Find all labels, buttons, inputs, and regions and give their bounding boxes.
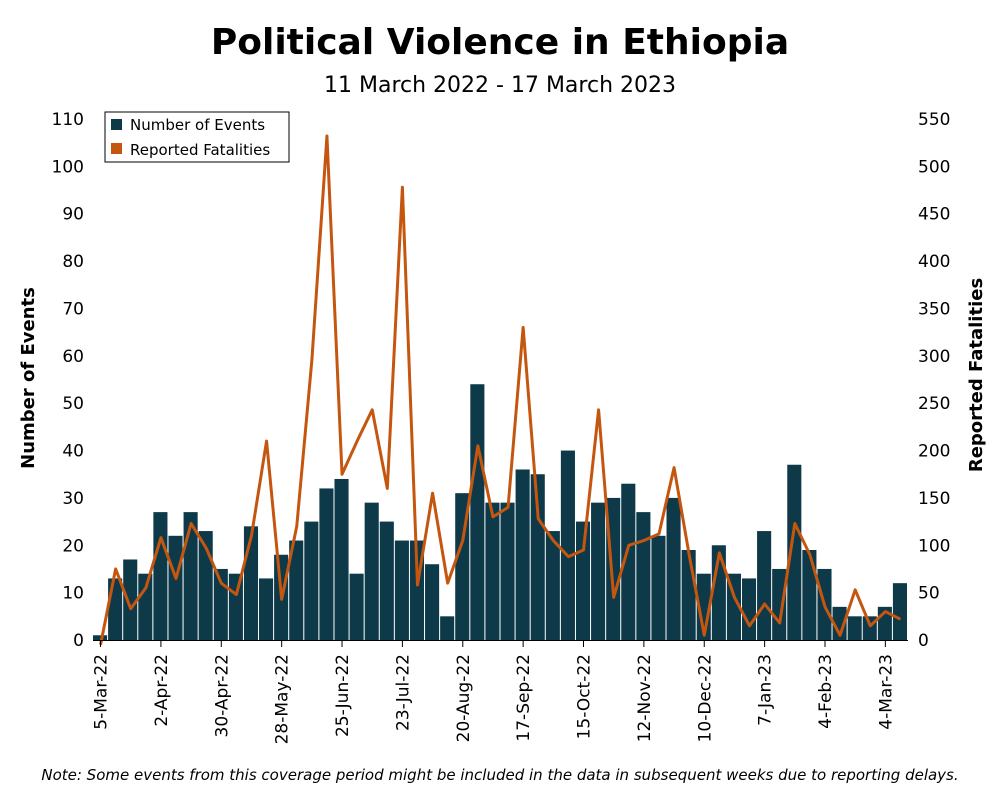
legend-swatch-fatalities: [111, 143, 122, 154]
y-axis-left: 0 10 20 30 40 50 60 70 80 90 100 110: [52, 110, 84, 651]
legend-swatch-events: [111, 119, 122, 130]
x-tick-label-0: 5-Mar-22: [92, 654, 112, 730]
bar-events-32: [575, 521, 591, 640]
x-axis: 5-Mar-22 2-Apr-22 30-Apr-22 28-May-22 25-Jun…: [92, 640, 908, 744]
x-tick-label-7: 17-Sep-22: [514, 654, 534, 742]
bar-events-38: [666, 497, 681, 640]
footnote: Note: Some events from this coverage per…: [41, 766, 959, 784]
bar-events-20: [394, 540, 409, 640]
bar-events-27: [500, 502, 515, 640]
bar-events-19: [379, 521, 394, 640]
y-right-tick-8: 400: [918, 252, 950, 272]
bar-events-31: [560, 450, 575, 640]
bar-events-49: [832, 606, 847, 640]
bar-events-35: [621, 483, 636, 640]
legend: Number of Events Reported Fatalities: [104, 111, 290, 163]
bar-events-29: [530, 474, 545, 640]
x-tick-label-9: 12-Nov-22: [635, 654, 655, 742]
x-tick-label-1: 2-Apr-22: [152, 654, 172, 727]
y-right-tick-9: 450: [918, 205, 950, 225]
y-left-tick-0: 0: [73, 631, 84, 651]
y-left-tick-7: 70: [62, 299, 84, 319]
x-tick-label-4: 25-Jun-22: [333, 654, 353, 737]
bar-events-43: [741, 578, 757, 640]
x-tick-label-8: 15-Oct-22: [575, 654, 595, 739]
bar-events-3: [138, 573, 153, 640]
y-axis-left-title: Number of Events: [18, 287, 39, 469]
y-axis-right-title: Reported Fatalities: [966, 278, 987, 472]
y-left-tick-10: 100: [52, 157, 84, 177]
y-right-tick-0: 0: [918, 631, 929, 651]
y-right-tick-11: 550: [918, 110, 950, 130]
bar-events-53: [892, 583, 907, 640]
y-right-tick-1: 50: [918, 584, 940, 604]
bar-events-42: [726, 573, 741, 640]
bar-events-25: [470, 384, 485, 640]
chart-subtitle: 11 March 2022 - 17 March 2023: [324, 73, 676, 98]
legend-label-events: Number of Events: [130, 116, 265, 134]
y-right-tick-5: 250: [918, 394, 950, 414]
bar-events-23: [440, 616, 455, 640]
y-right-tick-4: 200: [918, 442, 950, 462]
x-tick-label-11: 7-Jan-23: [756, 654, 776, 726]
legend-label-fatalities: Reported Fatalities: [130, 141, 270, 159]
bar-events-47: [802, 550, 817, 640]
y-left-tick-6: 60: [62, 347, 84, 367]
bar-events-0: [93, 635, 108, 640]
bar-events-45: [772, 568, 787, 640]
bar-events-14: [304, 521, 319, 640]
y-left-tick-9: 90: [62, 205, 84, 225]
y-left-tick-8: 80: [62, 252, 84, 272]
y-right-tick-6: 300: [918, 347, 950, 367]
x-tick-label-3: 28-May-22: [273, 654, 293, 744]
bar-events-50: [847, 616, 862, 640]
bar-events-33: [591, 502, 606, 640]
y-left-tick-1: 10: [62, 584, 84, 604]
bar-events-11: [259, 578, 274, 640]
bar-events-17: [349, 573, 364, 640]
y-left-tick-3: 30: [62, 489, 84, 509]
bar-events-30: [545, 531, 560, 640]
bar-events-26: [485, 502, 500, 640]
y-left-tick-11: 110: [52, 110, 84, 130]
y-left-tick-5: 50: [62, 394, 84, 414]
bar-events-44: [757, 531, 772, 640]
y-right-tick-2: 100: [918, 536, 950, 556]
bar-events-39: [681, 550, 696, 640]
bar-events-4: [153, 512, 168, 640]
bar-events-9: [228, 573, 243, 640]
y-right-tick-10: 500: [918, 157, 950, 177]
y-right-tick-3: 150: [918, 489, 950, 509]
y-left-tick-2: 20: [62, 536, 84, 556]
x-tick-label-13: 4-Mar-23: [876, 654, 896, 730]
line-fatalities: [99, 134, 902, 646]
bar-events-5: [168, 535, 183, 640]
bar-events-36: [636, 512, 651, 640]
bar-events-18: [364, 502, 379, 640]
x-tick-label-12: 4-Feb-23: [816, 654, 836, 729]
y-right-tick-7: 350: [918, 299, 950, 319]
chart-title: Political Violence in Ethiopia: [210, 22, 790, 63]
x-tick-label-10: 10-Dec-22: [695, 654, 715, 742]
bar-events-6: [183, 512, 198, 640]
bar-events-22: [425, 564, 440, 640]
bar-events-46: [787, 464, 802, 640]
bar-events-13: [289, 540, 304, 640]
bar-events-16: [334, 478, 349, 640]
y-left-tick-4: 40: [62, 442, 84, 462]
legend-box: [104, 111, 290, 163]
x-tick-label-5: 23-Jul-22: [393, 654, 413, 731]
bar-events-2: [123, 559, 138, 640]
bar-events-28: [515, 469, 530, 640]
bar-events-37: [651, 535, 666, 640]
bar-events-15: [319, 488, 334, 640]
fatalities-line-layer: [99, 134, 902, 646]
x-tick-label-6: 20-Aug-22: [454, 654, 474, 742]
bar-events-1: [108, 578, 123, 640]
y-axis-right: 0 50 100 150 200 250 300 350 400 450 500 550: [918, 110, 950, 651]
x-tick-label-2: 30-Apr-22: [212, 654, 232, 737]
